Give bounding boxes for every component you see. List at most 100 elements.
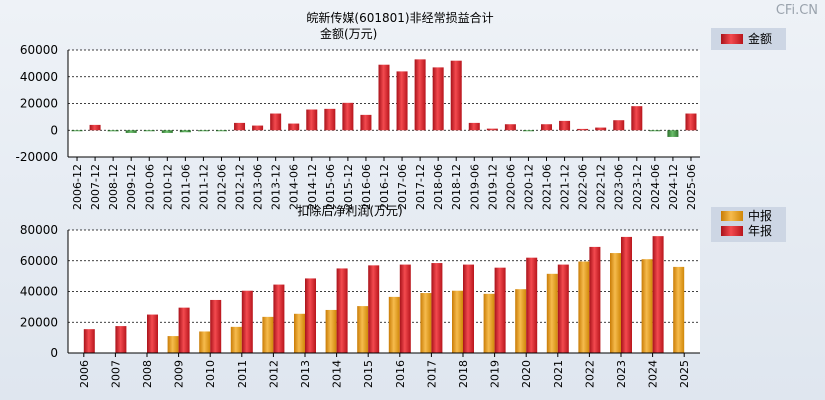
- chart2-bar-interim: [357, 306, 369, 353]
- legend-swatch-annual: [721, 226, 743, 236]
- chart2-bar-interim: [325, 309, 337, 353]
- chart1-bar: [450, 60, 462, 131]
- chart2-bar-annual: [305, 278, 316, 353]
- chart2-bar-interim: [673, 266, 685, 353]
- chart1-bar: [107, 130, 119, 132]
- chart1-ytick-label: 60000: [20, 43, 58, 57]
- chart2-xtick-label: 2014: [331, 360, 344, 388]
- chart1-title: 皖新传媒(601801)非经常损益合计: [306, 10, 493, 25]
- chart1-bar: [197, 130, 209, 132]
- chart2-bar-interim: [483, 293, 495, 353]
- chart1-bar: [559, 120, 571, 131]
- chart2-bar-interim: [546, 273, 558, 353]
- chart1-bar: [541, 124, 553, 131]
- chart1-bar: [234, 122, 246, 131]
- chart2-xtick-label: 2007: [109, 360, 122, 388]
- chart1-xtick-label: 2012-12: [234, 164, 247, 210]
- chart1-xtick-label: 2021-12: [559, 164, 572, 210]
- chart1-bar: [613, 120, 625, 131]
- chart1-ytick-label: -20000: [15, 150, 58, 164]
- chart1-bar: [306, 109, 318, 131]
- chart1-bar: [342, 102, 354, 131]
- chart2-xtick-label: 2022: [583, 360, 596, 388]
- chart2-bar-annual: [273, 284, 285, 353]
- legend-swatch-amount: [721, 34, 743, 44]
- chart1-xtick-label: 2023-06: [613, 164, 626, 210]
- chart2-bar-annual: [83, 329, 95, 353]
- chart2-xtick-label: 2006: [78, 360, 91, 388]
- chart1-bar: [360, 114, 372, 131]
- chart1-xtick-label: 2006-12: [71, 164, 84, 210]
- chart1-ytick-label: 20000: [20, 97, 58, 111]
- chart2-xtick-label: 2025: [678, 360, 691, 388]
- chart1-bar: [649, 130, 661, 132]
- chart1-bar: [667, 130, 679, 137]
- chart1-bar: [432, 67, 444, 131]
- chart2-bar-interim: [578, 261, 590, 353]
- chart2-xtick-label: 2008: [141, 360, 154, 388]
- chart1-bar: [270, 113, 282, 131]
- chart1-xtick-label: 2013-06: [252, 164, 265, 210]
- chart1-xtick-label: 2024-06: [649, 164, 662, 210]
- chart2-bar-interim: [452, 290, 463, 353]
- chart2-bar-annual: [589, 246, 601, 353]
- chart1-bar: [252, 125, 264, 131]
- chart1-xtick-label: 2020-12: [522, 164, 535, 210]
- chart2-bar-annual: [431, 263, 443, 353]
- chart1-xtick-label: 2011-12: [197, 164, 210, 210]
- chart2-bar-interim: [420, 293, 432, 353]
- chart1-xtick-label: 2019-06: [468, 164, 481, 210]
- chart1-xtick-label: 2012-06: [215, 164, 228, 210]
- chart2-bars: [83, 236, 685, 353]
- chart1-bar: [125, 130, 137, 133]
- chart2-bar-annual: [115, 326, 127, 353]
- chart1-legend: 金额: [711, 28, 786, 50]
- chart2-bar-annual: [147, 314, 158, 353]
- chart2-axes: 80000 60000 40000 20000 0 2006 2007 2008 2009 201…: [20, 223, 700, 388]
- legend-label-amount: 金额: [748, 31, 772, 46]
- chart2-xtick-label: 2020: [520, 360, 533, 388]
- chart1-xtick-label: 2013-12: [270, 164, 283, 210]
- chart2-xtick-label: 2009: [173, 360, 186, 388]
- chart1-bar: [631, 106, 643, 131]
- chart1-xtick-label: 2014-06: [288, 164, 301, 210]
- chart2-bar-annual: [621, 236, 632, 353]
- chart1-bars: [71, 59, 697, 137]
- chart2-xtick-label: 2012: [267, 360, 280, 388]
- chart1-xtick-label: 2017-06: [396, 164, 409, 210]
- chart2-bar-interim: [294, 313, 305, 353]
- chart2-bar-interim: [641, 259, 653, 353]
- legend-label-interim: 中报: [748, 208, 772, 223]
- chart1-bar: [685, 113, 697, 131]
- chart1-xtick-label: 2024-12: [667, 164, 680, 210]
- chart2-bar-annual: [557, 264, 569, 353]
- chart2-bar-annual: [368, 265, 380, 353]
- chart2-xtick-label: 2018: [457, 360, 470, 388]
- chart1-xtick-label: 2018-12: [450, 164, 463, 210]
- chart2-ytick-label: 20000: [20, 315, 58, 329]
- chart1-xtick-label: 2011-06: [179, 164, 192, 210]
- chart1-xtick-label: 2010-12: [161, 164, 174, 210]
- chart1-xtick-label: 2015-12: [342, 164, 355, 210]
- chart2-bar-annual: [463, 264, 474, 353]
- chart2-ytick-label: 80000: [20, 223, 58, 237]
- chart1-bar: [71, 130, 83, 132]
- chart1-xtick-label: 2014-12: [306, 164, 319, 210]
- chart2-xtick-label: 2017: [425, 360, 438, 388]
- chart2-bar-interim: [610, 253, 621, 353]
- chart1-xtick-label: 2019-12: [486, 164, 499, 210]
- chart2-bar-annual: [178, 307, 190, 353]
- chart1-xtick-label: 2020-06: [504, 164, 517, 210]
- chart1-bar: [161, 130, 173, 133]
- chart1-xtick-label: 2022-06: [577, 164, 590, 210]
- chart2-bar-annual: [494, 267, 506, 353]
- chart2-ytick-label: 0: [50, 346, 58, 360]
- chart2-bar-interim: [262, 316, 274, 353]
- chart2-xtick-label: 2016: [394, 360, 407, 388]
- chart2-xtick-label: 2013: [299, 360, 312, 388]
- chart2-bar-annual: [526, 257, 538, 353]
- chart1-bar: [179, 130, 191, 133]
- chart2-legend: 中报 年报: [711, 207, 786, 242]
- chart2-bar-interim: [167, 336, 179, 353]
